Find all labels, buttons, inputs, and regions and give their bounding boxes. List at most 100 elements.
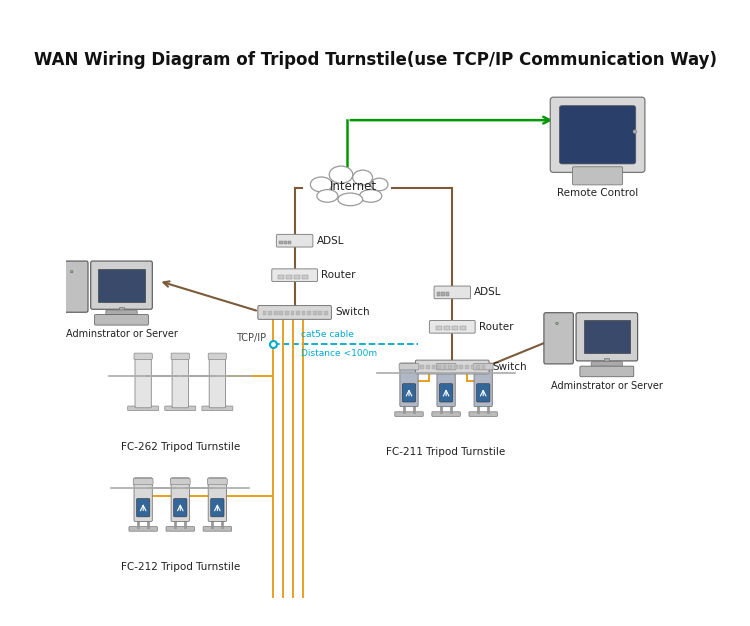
FancyBboxPatch shape [262, 310, 266, 315]
FancyBboxPatch shape [286, 275, 292, 279]
FancyBboxPatch shape [452, 326, 458, 331]
FancyBboxPatch shape [209, 355, 226, 408]
Text: Internet: Internet [330, 180, 377, 193]
Text: FC-211 Tripod Turnstile: FC-211 Tripod Turnstile [386, 448, 506, 458]
FancyBboxPatch shape [426, 366, 430, 369]
FancyBboxPatch shape [135, 355, 152, 408]
FancyBboxPatch shape [290, 310, 294, 315]
FancyBboxPatch shape [209, 478, 226, 521]
Text: cat5e cable: cat5e cable [301, 331, 354, 339]
FancyBboxPatch shape [402, 384, 416, 402]
FancyBboxPatch shape [400, 363, 418, 407]
FancyBboxPatch shape [134, 478, 152, 521]
FancyBboxPatch shape [136, 498, 150, 517]
Text: Distance <100m: Distance <100m [301, 349, 377, 357]
FancyBboxPatch shape [274, 310, 278, 315]
FancyBboxPatch shape [288, 241, 291, 244]
FancyBboxPatch shape [170, 478, 190, 485]
FancyBboxPatch shape [576, 313, 638, 361]
Text: ADSL: ADSL [316, 236, 344, 246]
FancyBboxPatch shape [258, 305, 332, 319]
FancyBboxPatch shape [440, 384, 453, 402]
Text: Adminstrator or Server: Adminstrator or Server [65, 329, 178, 339]
FancyBboxPatch shape [91, 261, 152, 309]
FancyBboxPatch shape [203, 526, 232, 531]
FancyBboxPatch shape [296, 310, 300, 315]
FancyBboxPatch shape [171, 353, 190, 359]
FancyBboxPatch shape [416, 360, 489, 374]
FancyBboxPatch shape [431, 366, 435, 369]
FancyBboxPatch shape [94, 314, 148, 325]
FancyBboxPatch shape [399, 364, 419, 370]
FancyBboxPatch shape [473, 364, 493, 370]
FancyBboxPatch shape [98, 269, 145, 302]
FancyBboxPatch shape [550, 97, 645, 172]
FancyBboxPatch shape [436, 326, 442, 331]
FancyBboxPatch shape [134, 353, 152, 359]
FancyBboxPatch shape [584, 321, 630, 353]
FancyBboxPatch shape [209, 353, 226, 359]
FancyBboxPatch shape [277, 234, 313, 247]
FancyBboxPatch shape [280, 241, 283, 244]
FancyBboxPatch shape [208, 478, 227, 485]
FancyBboxPatch shape [460, 366, 463, 369]
Ellipse shape [70, 270, 73, 273]
FancyBboxPatch shape [476, 384, 490, 402]
FancyBboxPatch shape [560, 106, 636, 164]
FancyBboxPatch shape [394, 412, 423, 416]
FancyBboxPatch shape [437, 292, 440, 296]
FancyBboxPatch shape [469, 412, 497, 416]
Ellipse shape [317, 190, 338, 202]
FancyBboxPatch shape [280, 310, 284, 315]
Text: ADSL: ADSL [474, 287, 502, 297]
FancyBboxPatch shape [166, 526, 194, 531]
FancyBboxPatch shape [165, 406, 196, 411]
FancyBboxPatch shape [442, 366, 446, 369]
FancyBboxPatch shape [211, 498, 224, 517]
FancyBboxPatch shape [470, 366, 474, 369]
FancyBboxPatch shape [129, 526, 158, 531]
FancyBboxPatch shape [319, 310, 322, 315]
FancyBboxPatch shape [476, 366, 480, 369]
Text: Router: Router [321, 270, 356, 280]
Text: FC-262 Tripod Turnstile: FC-262 Tripod Turnstile [121, 442, 240, 451]
Text: Adminstrator or Server: Adminstrator or Server [551, 381, 663, 391]
FancyBboxPatch shape [442, 292, 445, 296]
Text: FC-212 Tripod Turnstile: FC-212 Tripod Turnstile [121, 562, 240, 572]
FancyBboxPatch shape [591, 362, 622, 369]
Ellipse shape [633, 130, 637, 133]
FancyBboxPatch shape [580, 366, 634, 377]
FancyBboxPatch shape [460, 326, 466, 331]
FancyBboxPatch shape [482, 366, 485, 369]
FancyBboxPatch shape [454, 366, 458, 369]
FancyBboxPatch shape [444, 326, 450, 331]
Ellipse shape [352, 170, 373, 185]
FancyBboxPatch shape [202, 406, 232, 411]
FancyBboxPatch shape [173, 498, 187, 517]
Ellipse shape [338, 193, 363, 206]
Ellipse shape [329, 166, 352, 183]
FancyBboxPatch shape [278, 275, 284, 279]
Text: Switch: Switch [335, 307, 370, 317]
Text: Router: Router [478, 322, 513, 332]
FancyBboxPatch shape [308, 310, 311, 315]
FancyBboxPatch shape [106, 310, 137, 317]
FancyBboxPatch shape [432, 412, 460, 416]
Text: Remote Control: Remote Control [557, 188, 638, 198]
FancyBboxPatch shape [119, 307, 124, 312]
Ellipse shape [359, 190, 382, 202]
FancyBboxPatch shape [474, 363, 492, 407]
FancyBboxPatch shape [430, 321, 476, 333]
FancyBboxPatch shape [284, 241, 287, 244]
FancyBboxPatch shape [294, 275, 300, 279]
FancyBboxPatch shape [128, 406, 158, 411]
FancyBboxPatch shape [268, 310, 272, 315]
FancyBboxPatch shape [171, 478, 190, 521]
FancyBboxPatch shape [302, 275, 308, 279]
FancyBboxPatch shape [272, 269, 317, 282]
FancyBboxPatch shape [544, 313, 573, 364]
Text: Switch: Switch [493, 362, 527, 372]
Ellipse shape [556, 322, 558, 324]
FancyBboxPatch shape [172, 355, 188, 408]
FancyBboxPatch shape [285, 310, 289, 315]
